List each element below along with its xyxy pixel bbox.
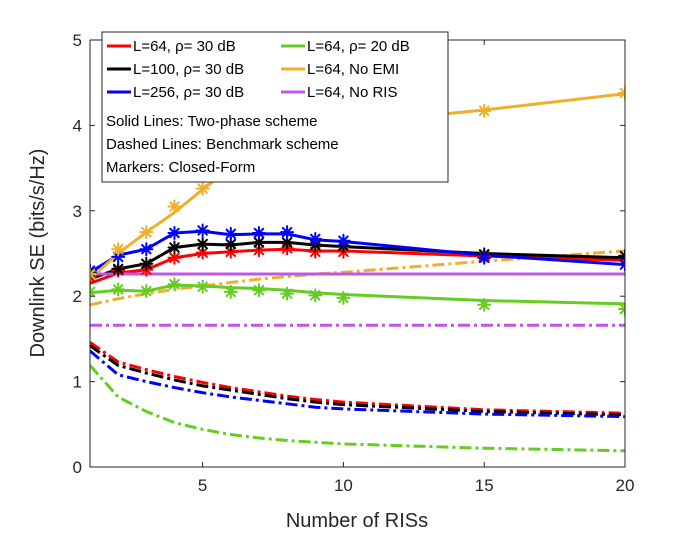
data-marker-L100_30	[139, 256, 154, 271]
x-axis-label: Number of RISs	[286, 510, 428, 532]
data-marker-L64_30	[251, 243, 266, 258]
series-line-dashed-L64_30	[90, 341, 625, 415]
data-marker-L256_30	[111, 249, 126, 264]
data-marker-L256_30	[618, 257, 625, 272]
data-marker-L64_20	[308, 288, 323, 303]
data-marker-L64_30	[195, 245, 210, 260]
legend-note-solid: Solid Lines: Two-phase scheme	[106, 113, 318, 130]
data-marker-L100_30	[167, 240, 182, 255]
data-marker-L64_30	[167, 250, 182, 265]
data-marker-L256_30	[336, 233, 351, 248]
legend: L=64, ρ= 30 dB L=100, ρ= 30 dB L=256, ρ=…	[101, 31, 449, 183]
data-marker-L64_noEMI	[139, 225, 154, 240]
data-marker-L256_30	[167, 226, 182, 241]
data-marker-L64_20	[195, 279, 210, 294]
legend-note-markers: Markers: Closed-Form	[106, 159, 255, 176]
series-line-dashed-L100_30	[90, 344, 625, 417]
legend-label-l64-30: L=64, ρ= 30 dB	[133, 38, 236, 55]
y-tick-label: 4	[73, 116, 82, 135]
data-marker-L100_30	[618, 249, 625, 264]
data-marker-L64_20	[477, 297, 492, 312]
series-line-dashed-L256_30	[90, 349, 625, 419]
data-marker-L64_noEMI	[167, 199, 182, 214]
data-marker-L64_20	[280, 286, 295, 301]
legend-label-l256-30: L=256, ρ= 30 dB	[133, 84, 244, 101]
y-tick-label: 3	[73, 202, 82, 221]
legend-note-dashed: Dashed Lines: Benchmark scheme	[106, 136, 339, 153]
marker-layer	[90, 85, 625, 317]
data-marker-L64_noEMI	[477, 103, 492, 118]
data-marker-L64_20	[336, 290, 351, 305]
data-marker-L256_30	[139, 242, 154, 257]
data-marker-L64_20	[223, 284, 238, 299]
data-marker-L64_noEMI	[195, 181, 210, 196]
data-marker-L64_20	[90, 284, 97, 299]
data-marker-L256_30	[308, 231, 323, 246]
legend-label-l100-30: L=100, ρ= 30 dB	[133, 61, 244, 78]
data-marker-L64_20	[111, 282, 126, 297]
y-tick-label: 0	[73, 458, 82, 477]
y-tick-label: 5	[73, 31, 82, 50]
data-marker-L64_20	[139, 284, 154, 299]
data-marker-L256_30	[477, 250, 492, 265]
data-marker-L64_20	[618, 302, 625, 317]
data-marker-L256_30	[251, 226, 266, 241]
x-tick-label: 5	[198, 476, 207, 495]
y-axis-label: Downlink SE (bits/s/Hz)	[27, 149, 49, 358]
data-marker-L64_30	[223, 244, 238, 259]
data-marker-L256_30	[223, 226, 238, 241]
legend-label-l64-20: L=64, ρ= 20 dB	[307, 38, 410, 55]
data-marker-L64_20	[167, 277, 182, 292]
data-marker-L64_20	[251, 283, 266, 298]
y-tick-label: 1	[73, 373, 82, 392]
legend-box	[101, 31, 449, 183]
data-marker-L100_30	[195, 237, 210, 252]
x-tick-label: 10	[334, 476, 353, 495]
data-marker-L64_noEMI	[90, 266, 97, 281]
legend-label-l64-noemi: L=64, No EMI	[307, 61, 399, 78]
data-marker-L64_noEMI	[111, 242, 126, 257]
legend-label-l64-noris: L=64, No RIS	[307, 84, 397, 101]
tick-layer: 5 10 15 20 0 1 2 3 4 5	[73, 31, 635, 495]
data-marker-L100_30	[111, 261, 126, 276]
data-marker-L256_30	[195, 223, 210, 238]
x-tick-label: 20	[616, 476, 635, 495]
x-tick-label: 15	[475, 476, 494, 495]
y-tick-label: 2	[73, 287, 82, 306]
data-marker-L256_30	[280, 225, 295, 240]
data-marker-L64_noEMI	[618, 85, 625, 100]
